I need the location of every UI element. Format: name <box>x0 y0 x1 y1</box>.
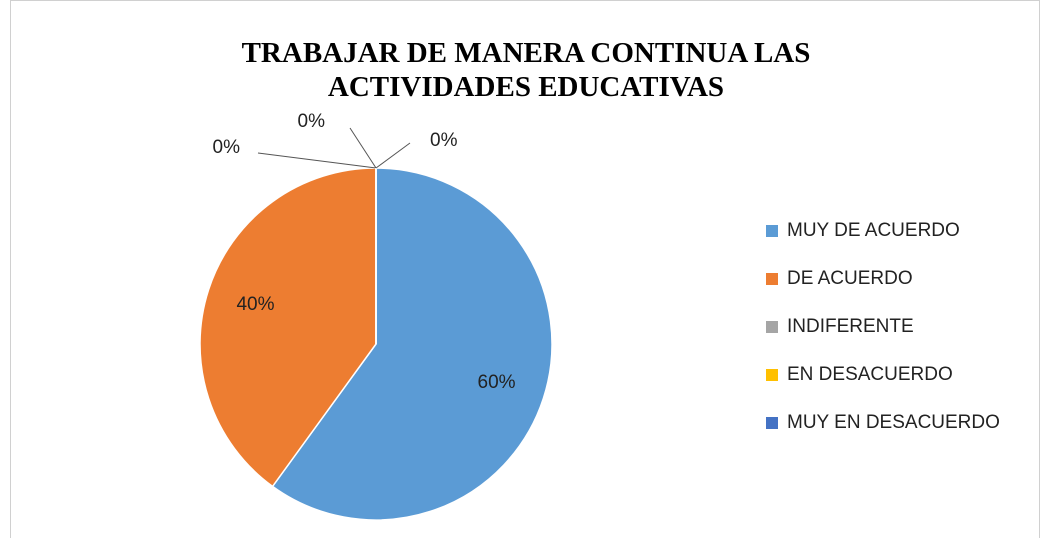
legend-swatch <box>766 225 778 237</box>
data-label: 0% <box>213 137 241 158</box>
data-label: 0% <box>298 111 326 132</box>
leader-line <box>349 127 377 169</box>
legend-swatch <box>766 321 778 333</box>
chart-title: TRABAJAR DE MANERA CONTINUA LAS ACTIVIDA… <box>241 37 811 103</box>
pie-slice <box>271 167 553 521</box>
legend-label: MUY EN DESACUERDO <box>787 412 1000 433</box>
legend-label: MUY DE ACUERDO <box>787 220 960 241</box>
legend-swatch <box>766 417 778 429</box>
data-label: 60% <box>478 372 516 393</box>
data-label: 0% <box>430 130 458 151</box>
data-label: 40% <box>236 294 274 315</box>
chart-border <box>10 0 1040 538</box>
pie-slice <box>199 167 377 488</box>
legend-label: INDIFERENTE <box>787 316 914 337</box>
leader-line <box>375 142 411 169</box>
legend-label: EN DESACUERDO <box>787 364 953 385</box>
legend-swatch <box>766 369 778 381</box>
leader-line <box>257 152 377 169</box>
legend-swatch <box>766 273 778 285</box>
legend-label: DE ACUERDO <box>787 268 913 289</box>
